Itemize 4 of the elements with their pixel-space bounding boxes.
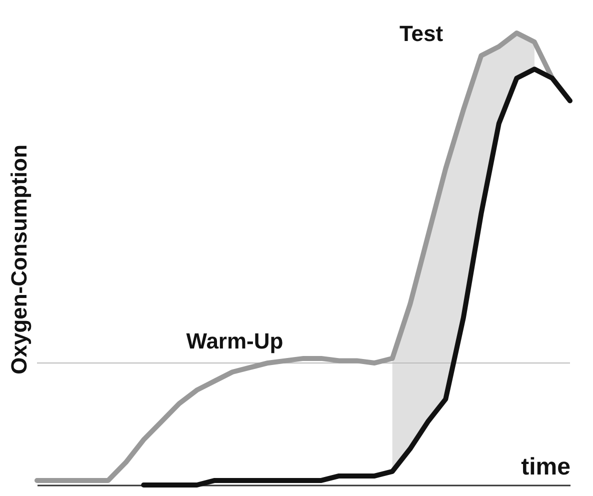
annotation: Warm-Up xyxy=(186,328,284,354)
y-axis-title: Oxygen-Consumption xyxy=(6,144,32,374)
x-axis-title: time xyxy=(521,454,570,480)
annotation: Test xyxy=(399,20,444,46)
